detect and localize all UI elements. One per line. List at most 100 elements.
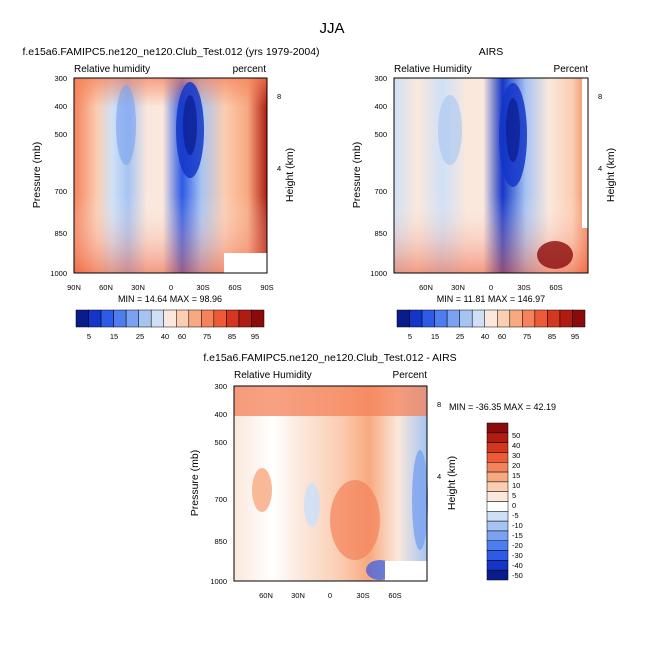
colorbar-label: 25 xyxy=(456,332,464,341)
colorbar-swatch xyxy=(213,309,227,328)
colorbar-label: 85 xyxy=(548,332,556,341)
colorbar-swatch xyxy=(484,309,498,328)
colorbar-swatch xyxy=(486,481,509,492)
colorbar-swatch xyxy=(572,309,586,328)
colorbar-swatch xyxy=(486,550,509,561)
colorbar-label: 10 xyxy=(512,481,520,490)
colorbar-swatch xyxy=(522,309,536,328)
colorbar-label: 75 xyxy=(203,332,211,341)
colorbar-swatch xyxy=(486,560,509,571)
colorbar-swatch xyxy=(434,309,448,328)
colorbar-swatch xyxy=(396,309,410,328)
x-tick: 60N xyxy=(99,283,113,292)
colorbar-label: 40 xyxy=(512,441,520,450)
panel-model-stats: MIN = 14.64 MAX = 98.96 xyxy=(118,294,222,304)
colorbar-swatch xyxy=(497,309,511,328)
x-tick: 30N xyxy=(131,283,145,292)
x-tick: 30N xyxy=(291,591,305,600)
y-tick: 700 xyxy=(374,187,387,196)
colorbar-swatch xyxy=(486,530,509,541)
y-tick: 400 xyxy=(374,102,387,111)
colorbar-label: 15 xyxy=(512,471,520,480)
colorbar-swatch xyxy=(547,309,561,328)
panel-airs-title: AIRS xyxy=(479,46,504,58)
colorbar-swatch xyxy=(88,309,102,328)
panel-airs-field xyxy=(394,78,588,273)
y-tick: 300 xyxy=(214,382,227,391)
x-tick: 30S xyxy=(196,283,209,292)
colorbar-swatch xyxy=(238,309,252,328)
x-tick: 60N xyxy=(419,283,433,292)
colorbar-swatch xyxy=(486,540,509,551)
colorbar-swatch xyxy=(446,309,460,328)
y-tick: 400 xyxy=(214,410,227,419)
colorbar-swatch xyxy=(486,501,509,512)
page-title: JJA xyxy=(319,20,344,37)
colorbar-label: -10 xyxy=(512,521,523,530)
colorbar-label: 85 xyxy=(228,332,236,341)
x-tick: 30N xyxy=(451,283,465,292)
colorbar-label: 40 xyxy=(161,332,169,341)
colorbar-label: 20 xyxy=(512,461,520,470)
colorbar-swatch xyxy=(486,422,509,434)
y-right-tick: 8 xyxy=(598,92,602,101)
colorbar-swatch xyxy=(150,309,164,328)
panel-model-frame xyxy=(73,77,268,274)
colorbar-swatch xyxy=(559,309,573,328)
colorbar-swatch xyxy=(534,309,548,328)
y-right-tick: 8 xyxy=(277,92,281,101)
panel-diff-left-label: Relative Humidity xyxy=(234,370,312,381)
colorbar-label: -40 xyxy=(512,561,523,570)
colorbar-swatch xyxy=(100,309,114,328)
x-tick: 30S xyxy=(517,283,530,292)
colorbar-label: 75 xyxy=(523,332,531,341)
y-tick: 500 xyxy=(214,438,227,447)
colorbar-label: 95 xyxy=(251,332,259,341)
panel-airs-frame xyxy=(393,77,589,274)
colorbar-swatch xyxy=(75,309,89,328)
colorbar-label: 5 xyxy=(87,332,91,341)
colorbar-label: 60 xyxy=(178,332,186,341)
panel-model-colorbar xyxy=(75,309,265,328)
colorbar-swatch xyxy=(471,309,485,328)
colorbar-swatch xyxy=(459,309,473,328)
panel-airs-colorbar xyxy=(396,309,586,328)
colorbar-swatch xyxy=(486,452,509,463)
colorbar-label: 40 xyxy=(481,332,489,341)
x-tick: 60N xyxy=(259,591,273,600)
y-tick: 1000 xyxy=(50,269,67,278)
x-tick: 0 xyxy=(489,283,493,292)
panel-airs-stats: MIN = 11.81 MAX = 146.97 xyxy=(437,294,545,304)
y-tick: 300 xyxy=(54,74,67,83)
colorbar-swatch xyxy=(486,471,509,483)
x-tick: 90N xyxy=(67,283,81,292)
colorbar-label: 25 xyxy=(136,332,144,341)
y-right-tick: 4 xyxy=(598,164,602,173)
panel-diff-field xyxy=(234,386,428,581)
x-tick: 0 xyxy=(169,283,173,292)
panel-model-right-label: percent xyxy=(233,64,267,75)
panel-model-field xyxy=(74,78,267,273)
colorbar-label: 0 xyxy=(512,501,516,510)
colorbar-swatch xyxy=(421,309,435,328)
panel-airs-right-label: Percent xyxy=(554,64,589,75)
colorbar-swatch xyxy=(486,442,509,453)
panel-airs-left-label: Relative Humidity xyxy=(394,64,472,75)
x-tick: 90S xyxy=(260,283,273,292)
colorbar-label: -5 xyxy=(512,511,519,520)
colorbar-label: 30 xyxy=(512,451,520,460)
colorbar-label: -20 xyxy=(512,541,523,550)
panel-model-title: f.e15a6.FAMIPC5.ne120_ne120.Club_Test.01… xyxy=(22,46,319,58)
y-right-tick: 4 xyxy=(437,472,441,481)
colorbar-swatch xyxy=(509,309,523,328)
y-tick: 500 xyxy=(54,130,67,139)
x-tick: 60S xyxy=(228,283,241,292)
y-tick: 500 xyxy=(374,130,387,139)
y-tick: 850 xyxy=(374,229,387,238)
panel-airs-ylabel: Pressure (mb) xyxy=(351,142,363,209)
colorbar-label: 15 xyxy=(431,332,439,341)
colorbar-swatch xyxy=(113,309,127,328)
colorbar-label: 5 xyxy=(408,332,412,341)
panel-model-ylabel: Pressure (mb) xyxy=(31,142,43,209)
